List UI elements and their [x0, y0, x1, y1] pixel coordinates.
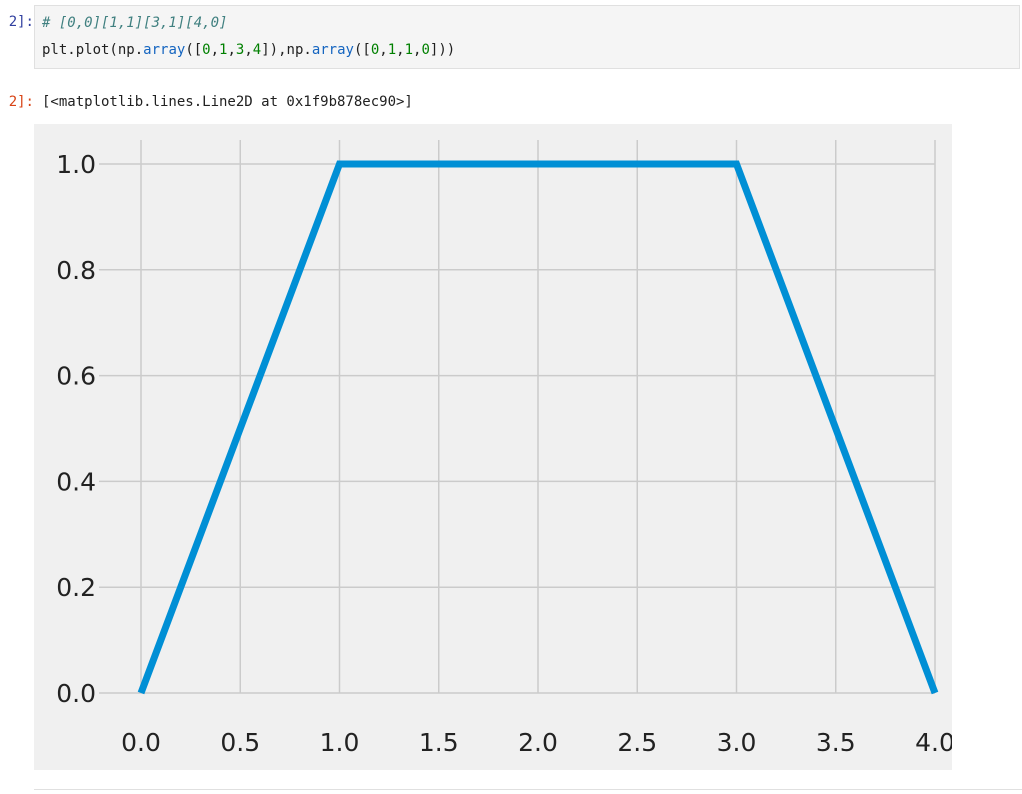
code-token: array [311, 42, 354, 58]
x-tick-label: 0.0 [121, 728, 161, 757]
code-token: array [143, 42, 186, 58]
code-token: , [379, 42, 388, 58]
code-token: 0 [202, 42, 211, 58]
code-comment: # [0,0][1,1][3,1][4,0] [42, 15, 228, 31]
code-token: ])) [429, 42, 456, 58]
code-token: ([ [353, 42, 371, 58]
x-tick-label: 3.5 [816, 728, 856, 757]
y-tick-label: 0.6 [56, 362, 96, 391]
input-prompt: 2]: [8, 14, 34, 30]
code-token: , [227, 42, 236, 58]
code-cell-input[interactable]: # [0,0][1,1][3,1][4,0] plt.plot(np.array… [34, 5, 1020, 69]
code-token: , [396, 42, 405, 58]
x-tick-label: 2.5 [617, 728, 657, 757]
code-token: 4 [252, 42, 262, 58]
cell-divider [34, 789, 1022, 790]
code-token: 1 [387, 42, 397, 58]
output-repr: [<matplotlib.lines.Line2D at 0x1f9b878ec… [42, 94, 413, 110]
code-line: plt.plot(np.array([0,1,3,4]),np.array([0… [42, 40, 455, 60]
x-tick-label: 4.0 [915, 728, 952, 757]
code-token: 0 [370, 42, 380, 58]
code-token: , [210, 42, 220, 58]
code-token: ([ [185, 42, 203, 58]
code-token: , [413, 42, 422, 58]
y-tick-label: 1.0 [56, 150, 96, 179]
code-token: ]),np. [261, 42, 312, 58]
x-tick-label: 3.0 [717, 728, 757, 757]
x-tick-label: 1.0 [320, 728, 360, 757]
output-prompt: 2]: [8, 94, 34, 110]
y-tick-label: 0.4 [56, 467, 96, 496]
code-token: 1 [404, 42, 414, 58]
code-token: 0 [421, 42, 430, 58]
x-tick-label: 0.5 [220, 728, 260, 757]
code-token: , [244, 42, 253, 58]
x-tick-label: 2.0 [518, 728, 558, 757]
x-tick-label: 1.5 [419, 728, 459, 757]
y-tick-label: 0.8 [56, 256, 96, 285]
code-token: 1 [219, 42, 228, 58]
y-tick-label: 0.2 [56, 573, 96, 602]
code-token: plt.plot(np. [42, 42, 144, 58]
code-token: 3 [235, 42, 245, 58]
y-tick-label: 0.0 [56, 679, 96, 708]
line-chart: 0.0 0.5 1.0 1.5 2.0 2.5 3.0 3.5 4.0 0.0 0.2 0.4 0.6 0… [34, 124, 955, 770]
figure-background [34, 124, 952, 770]
series-line [137, 160, 939, 695]
plot-output: 0.0 0.5 1.0 1.5 2.0 2.5 3.0 3.5 4.0 0.0 0.2 0.4 0.6 0… [34, 124, 955, 770]
